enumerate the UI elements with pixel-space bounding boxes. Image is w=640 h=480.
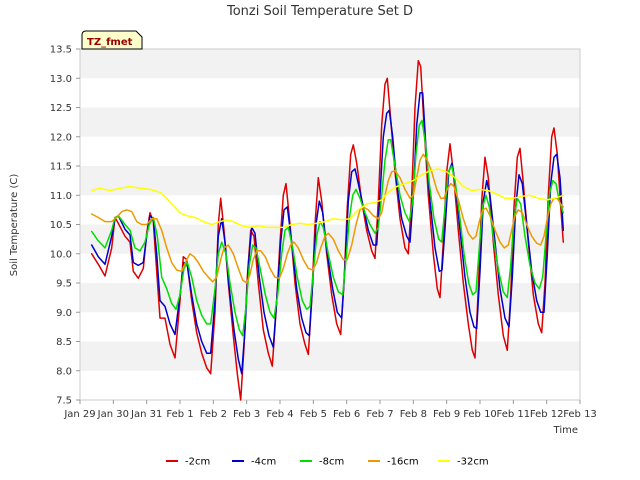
x-tick-label: Feb 12 [530,409,564,420]
series-line-8cm [90,119,565,337]
x-tick-label: Feb 13 [563,409,597,420]
x-tick-label: Feb 2 [200,409,227,420]
y-tick-label: 8.0 [56,366,72,377]
x-tick-label: Jan 29 [63,409,95,420]
legend-label: -2cm [185,457,210,468]
x-tick-label: Jan 30 [97,409,129,420]
plot-band [80,312,580,342]
x-tick-label: Feb 10 [463,409,497,420]
series-layer [90,59,565,401]
y-tick-label: 10.5 [50,220,72,231]
tz-fmet-label: TZ_fmet [87,37,133,48]
x-tick-label: Feb 5 [300,409,327,420]
legend: -2cm -4cm -8cm -16cm -32cm [166,457,489,468]
plot-band [80,49,580,79]
y-tick-label: 13.5 [50,45,72,56]
y-tick-label: 10.0 [50,249,72,260]
plot-band [80,78,580,108]
x-tick-label: Feb 4 [266,409,293,420]
x-tick-label: Jan 31 [130,409,162,420]
legend-label: -32cm [457,457,489,468]
x-tick-label: Feb 6 [333,409,360,420]
legend-label: -16cm [387,457,419,468]
plot-band [80,283,580,313]
plot-band [80,224,580,254]
y-tick-label: 11.0 [50,191,72,202]
series-line-16cm [90,153,565,284]
x-tick-label: Feb 8 [400,409,427,420]
y-tick-label: 9.0 [56,308,72,319]
legend-label: -4cm [251,457,276,468]
y-tick-label: 8.5 [56,337,72,348]
y-tick-label: 12.5 [50,103,72,114]
x-tick-label: Feb 1 [166,409,193,420]
y-tick-label: 13.0 [50,74,72,85]
x-tick-label: Feb 7 [366,409,393,420]
tz-fmet-badge: TZ_fmet [81,30,143,50]
x-tick-label: Feb 3 [233,409,260,420]
plot-band [80,341,580,371]
axis-ticks: 7.5 8.0 8.5 9.0 9.5 10.0 10.5 11.0 11.5 12.0 12.5 1… [50,45,597,421]
tz-fmet-badge-shape [81,30,143,50]
plot-band [80,107,580,137]
series-line-32cm [90,168,565,229]
plot-band [80,370,580,400]
plot-band [80,166,580,196]
y-tick-label: 11.5 [50,162,72,173]
y-tick-label: 7.5 [56,396,72,407]
y-tick-label: 12.0 [50,132,72,143]
y-tick-label: 9.5 [56,279,72,290]
x-tick-label: Feb 11 [497,409,531,420]
x-axis-label: Time [553,425,578,436]
chart-title: Tonzi Soil Temperature Set D [226,4,413,19]
x-tick-label: Feb 9 [433,409,460,420]
legend-label: -8cm [319,457,344,468]
plot-band [80,136,580,166]
y-axis-label: Soil Temperature (C) [9,174,20,277]
